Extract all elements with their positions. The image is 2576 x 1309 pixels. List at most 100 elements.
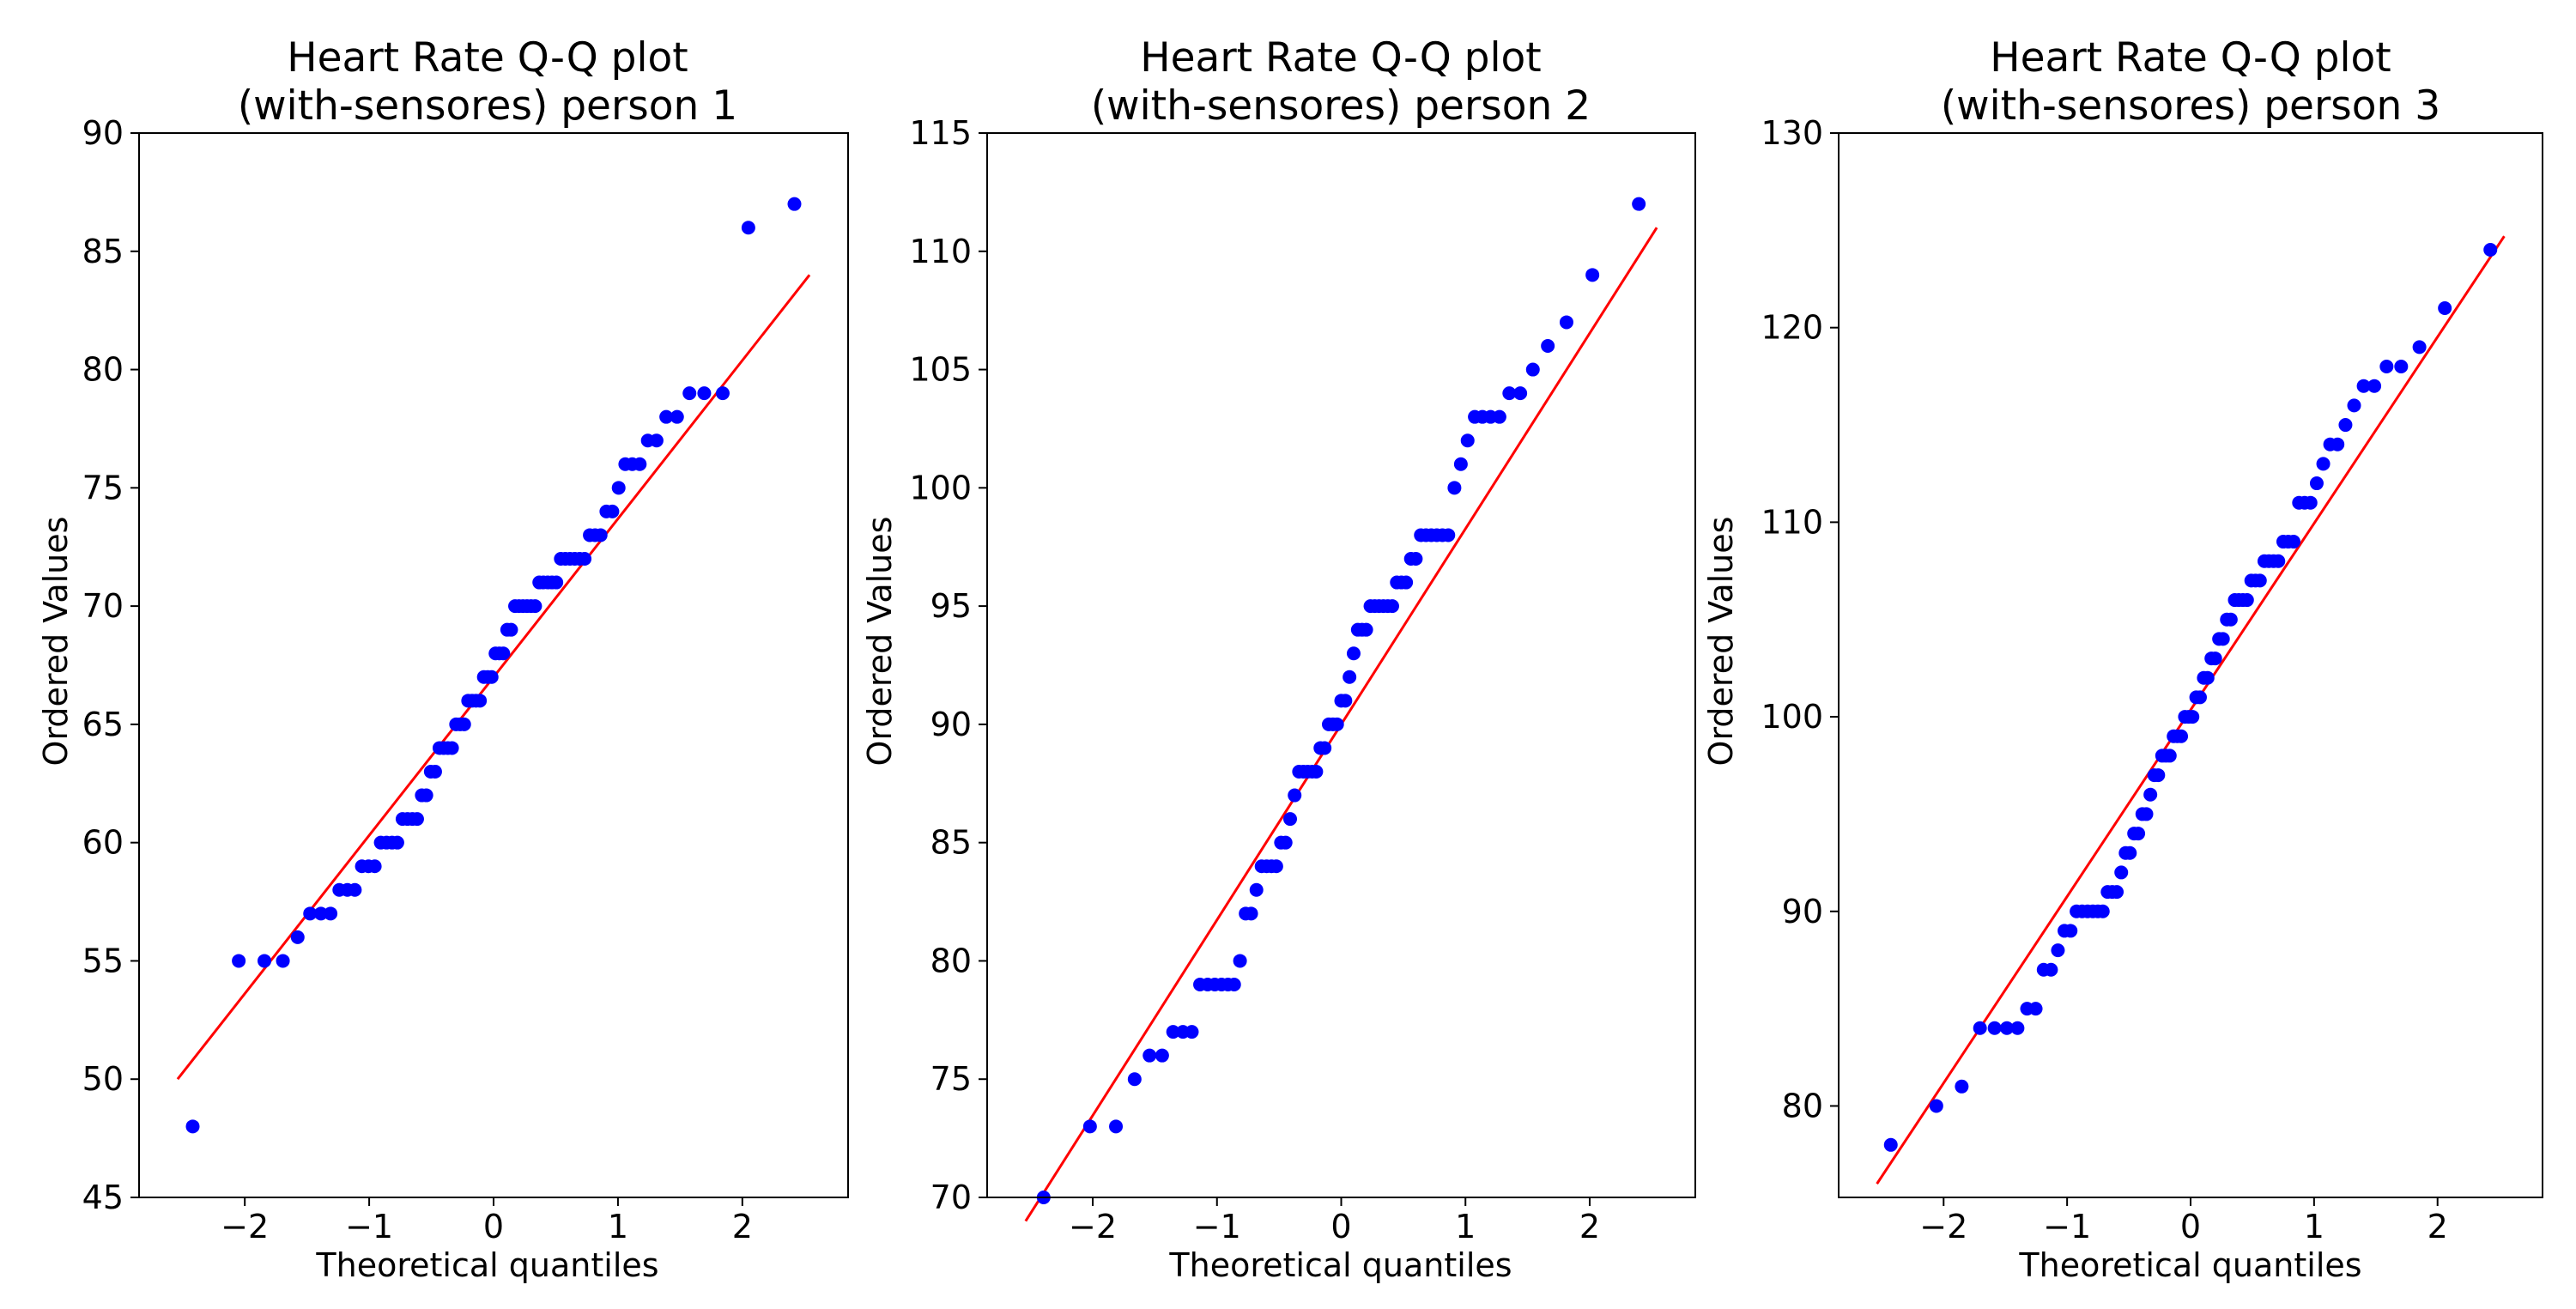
data-point bbox=[258, 954, 272, 968]
data-point bbox=[390, 835, 404, 850]
data-point bbox=[324, 906, 338, 921]
data-point bbox=[2208, 651, 2222, 666]
x-axis-ticks: −2 −1 0 1 2 bbox=[221, 1197, 753, 1245]
x-tick-label: 2 bbox=[732, 1208, 753, 1245]
data-point bbox=[2252, 573, 2267, 588]
data-point bbox=[670, 409, 684, 424]
data-point bbox=[649, 433, 664, 448]
x-tick-label: −2 bbox=[1919, 1208, 1967, 1245]
x-tick-label: −2 bbox=[221, 1208, 269, 1245]
data-point bbox=[427, 765, 442, 779]
data-point bbox=[1632, 197, 1646, 211]
data-point bbox=[1513, 386, 1528, 401]
y-tick-label: 100 bbox=[1761, 698, 1823, 736]
x-axis-ticks: −2 −1 0 1 2 bbox=[1069, 1197, 1600, 1245]
y-tick-label: 105 bbox=[909, 351, 972, 389]
data-point bbox=[2215, 632, 2230, 646]
data-point bbox=[2143, 787, 2158, 802]
data-point bbox=[787, 197, 802, 211]
chart-title-line-2: (with-sensores) person 1 bbox=[238, 82, 737, 130]
data-point bbox=[1278, 835, 1293, 850]
plot-area-frame bbox=[986, 132, 1696, 1198]
y-axis-label: Ordered Values bbox=[37, 517, 75, 767]
data-point bbox=[185, 1119, 200, 1134]
chart-title-line-1: Heart Rate Q-Q plot bbox=[287, 34, 688, 82]
y-tick-label: 95 bbox=[930, 587, 972, 625]
data-point bbox=[2064, 924, 2078, 938]
data-point bbox=[2200, 670, 2215, 685]
x-tick-label: 2 bbox=[1579, 1208, 1600, 1245]
y-tick-label: 90 bbox=[930, 706, 972, 743]
data-points bbox=[1883, 243, 2498, 1152]
chart-title-line-1: Heart Rate Q-Q plot bbox=[1140, 34, 1541, 82]
data-points bbox=[185, 197, 802, 1134]
y-axis-label: Ordered Values bbox=[1702, 517, 1740, 767]
data-point bbox=[611, 481, 626, 495]
y-tick-label: 45 bbox=[82, 1179, 124, 1216]
data-point bbox=[1987, 1021, 2002, 1035]
data-point bbox=[1929, 1099, 1943, 1113]
data-point bbox=[1525, 362, 1540, 377]
data-point bbox=[2185, 710, 2200, 724]
data-point bbox=[2123, 845, 2137, 860]
y-tick-label: 65 bbox=[82, 706, 124, 743]
data-point bbox=[2114, 865, 2129, 880]
data-point bbox=[1227, 978, 1241, 991]
data-point bbox=[1288, 788, 1302, 803]
data-point bbox=[578, 552, 592, 566]
data-point bbox=[2483, 243, 2498, 258]
data-point bbox=[2331, 437, 2345, 451]
qq-panel-person-1: Heart Rate Q-Q plot (with-sensores) pers… bbox=[37, 34, 849, 1284]
data-point bbox=[593, 528, 608, 542]
data-point bbox=[1249, 882, 1264, 897]
data-point bbox=[2174, 729, 2189, 743]
data-point bbox=[1385, 599, 1399, 614]
data-point bbox=[1233, 954, 1247, 968]
data-point bbox=[659, 409, 674, 424]
data-point bbox=[2139, 807, 2154, 821]
x-axis-label: Theoretical quantiles bbox=[315, 1246, 658, 1284]
data-point bbox=[1143, 1048, 1157, 1063]
x-axis-label: Theoretical quantiles bbox=[1168, 1246, 1512, 1284]
x-tick-label: 1 bbox=[2304, 1208, 2324, 1245]
data-point bbox=[1338, 694, 1353, 708]
data-point bbox=[605, 504, 620, 518]
data-point bbox=[1318, 741, 1332, 755]
data-point bbox=[2131, 827, 2146, 841]
y-tick-label: 90 bbox=[82, 114, 124, 152]
data-point bbox=[2271, 554, 2286, 568]
data-point bbox=[457, 717, 471, 731]
data-point bbox=[504, 622, 518, 637]
data-point bbox=[1559, 315, 1573, 330]
x-tick-label: −1 bbox=[1193, 1208, 1241, 1245]
data-point bbox=[2192, 690, 2207, 705]
data-point bbox=[715, 386, 730, 401]
x-tick-label: 0 bbox=[1330, 1208, 1351, 1245]
data-point bbox=[2010, 1021, 2025, 1035]
y-tick-label: 55 bbox=[82, 942, 124, 979]
x-tick-label: 1 bbox=[608, 1208, 628, 1245]
data-point bbox=[409, 812, 424, 827]
data-point bbox=[1973, 1021, 1987, 1035]
y-tick-label: 60 bbox=[82, 824, 124, 862]
data-point bbox=[367, 859, 382, 874]
data-point bbox=[1155, 1048, 1169, 1063]
chart-title-line-1: Heart Rate Q-Q plot bbox=[1990, 34, 2391, 82]
data-point bbox=[1283, 812, 1298, 827]
data-point bbox=[528, 599, 542, 614]
y-tick-label: 85 bbox=[930, 824, 972, 862]
data-point bbox=[290, 930, 305, 944]
data-point bbox=[276, 954, 290, 968]
data-point bbox=[1359, 622, 1373, 637]
y-tick-label: 110 bbox=[1761, 503, 1823, 541]
data-point bbox=[2379, 360, 2394, 374]
data-point bbox=[1409, 552, 1423, 566]
data-point bbox=[2303, 495, 2318, 510]
data-point bbox=[2110, 885, 2124, 900]
data-point bbox=[1502, 386, 1517, 401]
data-point bbox=[2347, 398, 2361, 413]
data-point bbox=[445, 741, 459, 755]
y-axis-ticks: 45 50 55 60 65 70 75 80 85 90 bbox=[82, 114, 139, 1216]
data-point bbox=[2095, 904, 2110, 918]
data-point bbox=[682, 386, 697, 401]
